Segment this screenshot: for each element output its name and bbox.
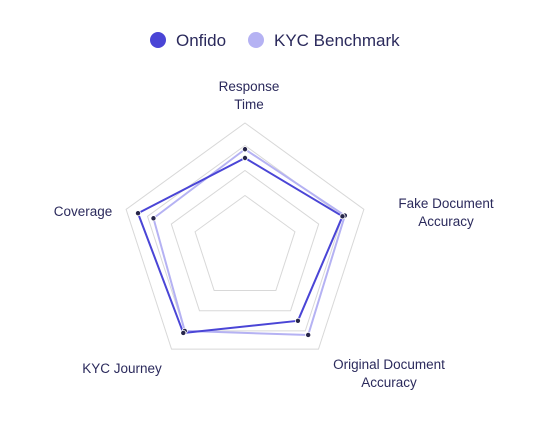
- grid-ring-1: [125, 122, 365, 350]
- grid-ring-4: [194, 194, 296, 291]
- data-point-onfido-5: [135, 210, 142, 217]
- axis-label-line: Coverage: [54, 204, 113, 219]
- chart-legend: Onfido KYC Benchmark: [150, 31, 400, 50]
- legend-label-onfido: Onfido: [176, 31, 226, 50]
- axis-label-line: Original Document: [333, 357, 445, 372]
- axis-label-line: Fake Document: [398, 196, 494, 211]
- series-line-kyc-benchmark: [152, 148, 346, 336]
- legend-swatch-onfido: [150, 32, 166, 48]
- radar-grid: [125, 122, 365, 350]
- legend-item-onfido: Onfido: [150, 31, 226, 50]
- series-line-onfido: [137, 157, 344, 334]
- data-point-kyc-benchmark-5: [150, 215, 157, 222]
- legend-item-kyc-benchmark: KYC Benchmark: [248, 31, 400, 50]
- axis-label-4: KYC Journey: [82, 361, 162, 376]
- grid-ring-3: [170, 169, 320, 312]
- data-point-onfido-3: [294, 317, 301, 324]
- data-point-kyc-benchmark-3: [305, 331, 312, 338]
- data-point-onfido-2: [339, 213, 346, 220]
- axis-label-line: Response: [219, 79, 280, 94]
- axis-label-line: Time: [234, 97, 264, 112]
- axis-label-1: Response Time: [219, 79, 280, 112]
- data-point-onfido-4: [180, 329, 187, 336]
- axis-label-5: Coverage: [54, 204, 113, 219]
- grid-ring-2: [146, 144, 344, 332]
- data-point-kyc-benchmark-1: [241, 146, 248, 153]
- axis-label-line: Accuracy: [418, 214, 474, 229]
- axis-label-2: Fake Document Accuracy: [398, 196, 494, 229]
- data-point-onfido-1: [241, 154, 248, 161]
- legend-label-kyc-benchmark: KYC Benchmark: [274, 31, 400, 50]
- legend-swatch-kyc-benchmark: [248, 32, 264, 48]
- axis-label-line: Accuracy: [361, 375, 417, 390]
- axis-label-3: Original Document Accuracy: [333, 357, 445, 390]
- axis-label-line: KYC Journey: [82, 361, 162, 376]
- radar-series-layer: [135, 146, 348, 338]
